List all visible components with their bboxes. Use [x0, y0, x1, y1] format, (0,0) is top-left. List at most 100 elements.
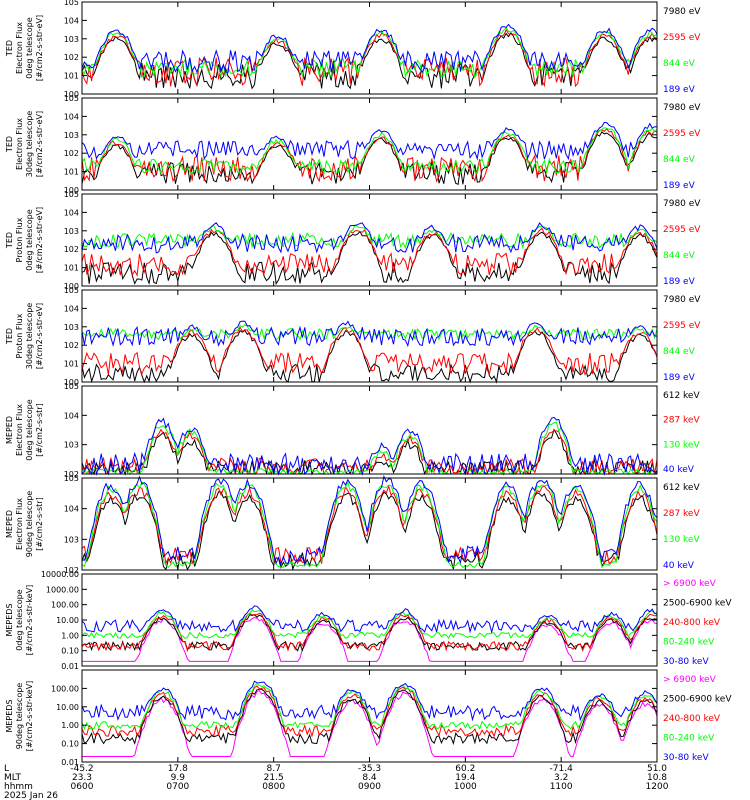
x-date-label: 2025 Jan 26: [4, 791, 58, 800]
y-tick-label: 101: [64, 360, 79, 369]
panel-ylabel-line: 0deg telescope: [25, 209, 34, 270]
panel-ted-proton-0deg: 100 101 102 103 104 105 TED Proton Flux 0deg tel…: [5, 190, 701, 291]
x-tick-hhmm: 0800: [262, 782, 285, 792]
x-tick-hhmm: 0900: [358, 782, 381, 792]
y-tick-label: 0.01: [61, 662, 79, 671]
x-row-label-mlt: MLT: [4, 773, 22, 783]
panel-mepeds-proton-90deg: 0.01 0.10 1.00 10.00 100.00 MEPEDS 90deg teles…: [5, 669, 732, 767]
series-trace-130-kev: [82, 421, 658, 476]
y-tick-label: 101: [64, 264, 79, 273]
y-tick-label: 104: [64, 411, 79, 420]
series-trace-2500-6900-kev: [81, 614, 658, 652]
x-tick-l: -45.2: [70, 764, 93, 774]
series-trace-189-ev: [81, 121, 658, 161]
y-tick-label: 105: [64, 382, 79, 391]
x-tick-mlt: 10.8: [647, 773, 667, 783]
y-tick-label: 103: [64, 441, 79, 450]
series-trace-40-kev: [81, 416, 658, 476]
legend-entry: 612 keV: [663, 483, 700, 493]
panel-frame: [81, 97, 658, 191]
legend-entry: 240-800 keV: [663, 618, 721, 628]
legend-entry: 189 eV: [663, 373, 696, 383]
series-trace-30-80-kev: [81, 605, 658, 635]
series-trace-80-240-kev: [81, 609, 658, 640]
x-tick-hhmm: 1200: [646, 782, 669, 792]
x-tick-mlt: 23.3: [72, 773, 92, 783]
y-tick-label: 105: [64, 190, 79, 199]
panel-ylabel-line: [#/cm2-s-str-eV]: [35, 111, 44, 177]
x-tick-hhmm: 1000: [454, 782, 477, 792]
panel-ylabel-line: MEPEDS: [5, 603, 14, 636]
y-tick-label: 103: [64, 323, 79, 332]
panel-ylabel-line: [#/cm2-s-str]: [35, 403, 44, 456]
panel-ylabel-line: MEPED: [5, 416, 14, 444]
y-tick-label: 102: [64, 566, 79, 575]
x-tick-l: 60.2: [455, 764, 475, 774]
y-tick-label: 1.00: [61, 631, 79, 640]
panel-ylabel-line: MEPEDS: [5, 699, 14, 732]
panel-ylabel-line: TED: [5, 40, 14, 57]
series-trace-7980-ev: [81, 131, 658, 185]
series-trace-189-ev: [81, 222, 658, 254]
legend-entry: 7980 eV: [663, 103, 701, 113]
y-tick-label: 104: [64, 208, 79, 217]
y-tick-label: 100.00: [51, 684, 79, 693]
y-tick-label: 102: [64, 149, 79, 158]
series-trace-844-ev: [81, 27, 658, 79]
legend-entry: 844 eV: [663, 155, 696, 165]
panel-ylabel-line: Proton Flux: [15, 313, 24, 358]
y-tick-label: 10000.00: [41, 570, 79, 579]
y-tick-label: 101: [64, 168, 79, 177]
y-tick-label: 1000.00: [46, 585, 79, 594]
y-tick-label: 102: [64, 341, 79, 350]
panel-ylabel-line: 0deg telescope: [25, 399, 34, 460]
panel-meped-electron-90deg: 102 103 104 105 MEPED Electron Flux 90deg tele…: [5, 474, 700, 575]
y-tick-label: 101: [64, 72, 79, 81]
y-tick-label: 1.00: [61, 721, 79, 730]
legend-entry: 130 keV: [663, 440, 700, 450]
panel-ylabel-line: TED: [5, 232, 14, 249]
y-tick-label: 103: [64, 535, 79, 544]
y-tick-label: 102: [64, 470, 79, 479]
legend-entry: 189 eV: [663, 277, 696, 287]
legend-entry: 2595 eV: [663, 129, 701, 139]
panel-ylabel-line: [#/cm2-s-str-eV]: [35, 303, 44, 369]
legend-entry: 287 keV: [663, 416, 700, 426]
series-trace-844-ev: [81, 127, 658, 176]
x-tick-mlt: 19.4: [455, 773, 475, 783]
legend-entry: 7980 eV: [663, 295, 701, 305]
panel-ylabel-line: TED: [5, 136, 14, 153]
legend-entry: 7980 eV: [663, 199, 701, 209]
panel-ylabel-line: Electron Flux: [15, 118, 24, 170]
x-tick-l: -35.3: [358, 764, 381, 774]
y-tick-label: 100: [64, 186, 79, 195]
y-tick-label: 10.00: [56, 703, 79, 712]
x-tick-mlt: 21.5: [264, 773, 284, 783]
legend-entry: 844 eV: [663, 59, 696, 69]
y-tick-label: 102: [64, 245, 79, 254]
y-tick-label: 104: [64, 505, 79, 514]
panel-ylabel-line: [#/cm2-s-str-keV]: [25, 585, 34, 656]
panel-ylabel-line: [#/cm2-s-str-eV]: [35, 207, 44, 273]
y-tick-label: 100: [64, 378, 79, 387]
legend-entry: > 6900 keV: [663, 579, 717, 589]
legend-entry: 30-80 keV: [663, 753, 709, 763]
x-tick-hhmm: 0700: [166, 782, 189, 792]
panel-ylabel-line: 0deg telescope: [15, 589, 24, 650]
series-trace-2595-ev: [81, 227, 658, 277]
x-tick-mlt: 8.4: [362, 773, 377, 783]
panel-ylabel-line: 30deg telescope: [25, 111, 34, 178]
panel-ted-electron-30deg: 100 101 102 103 104 105 TED Electron Flux 30deg …: [5, 94, 701, 195]
series-trace-40-kev: [81, 474, 658, 567]
series-trace--6900-kev: [82, 616, 658, 662]
x-tick-hhmm: 0600: [71, 782, 94, 792]
x-tick-hhmm: 1100: [550, 782, 573, 792]
series-trace-130-kev: [81, 480, 658, 569]
panel-ylabel-line: 90deg telescope: [15, 683, 24, 750]
legend-entry: 2595 eV: [663, 321, 701, 331]
panel-ylabel-line: [#/cm2-s-str-keV]: [25, 681, 34, 752]
legend-entry: 2595 eV: [663, 33, 701, 43]
y-tick-label: 105: [64, 474, 79, 483]
y-tick-label: 104: [64, 304, 79, 313]
